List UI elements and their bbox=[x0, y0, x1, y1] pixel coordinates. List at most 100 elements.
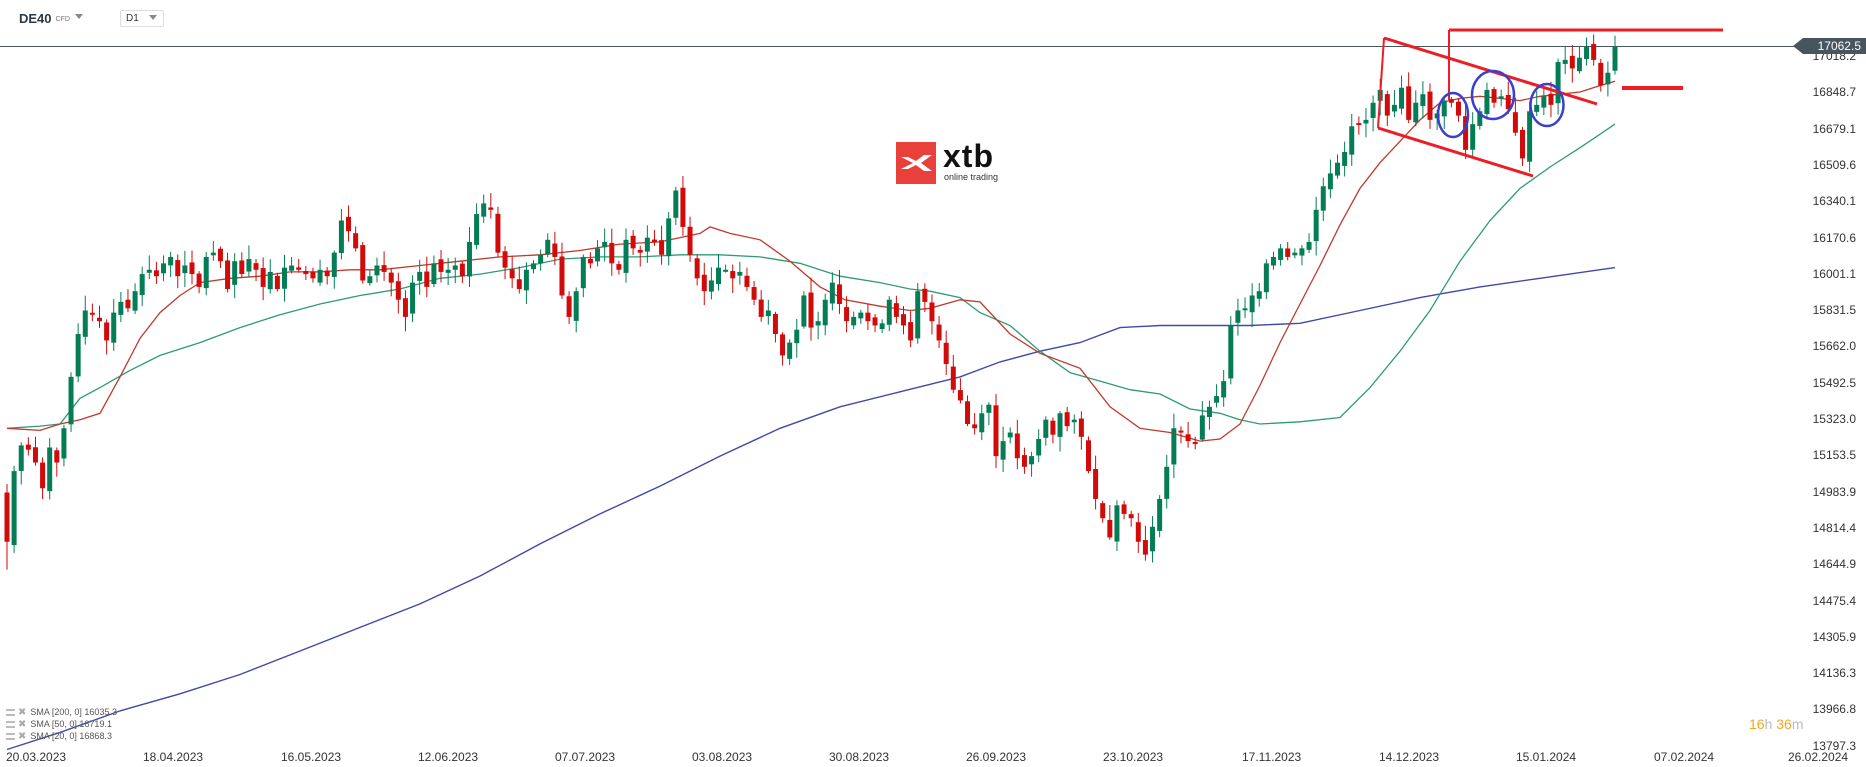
candle-body bbox=[374, 265, 380, 276]
candle-body bbox=[1256, 291, 1262, 299]
legend-item: ✖ SMA [200, 0] 16035.3 bbox=[6, 707, 117, 718]
candle-body bbox=[1612, 46, 1618, 71]
date-tick-label: 23.10.2023 bbox=[1103, 750, 1164, 764]
candle-body bbox=[1534, 104, 1540, 112]
price-tick-label: 16679.1 bbox=[1812, 121, 1856, 136]
candle-body bbox=[40, 462, 46, 489]
candle-body bbox=[47, 447, 53, 492]
candle-body bbox=[673, 190, 679, 218]
candle-body bbox=[516, 279, 522, 290]
candle-body bbox=[246, 259, 252, 272]
candle-body bbox=[239, 260, 245, 275]
candle-body bbox=[1356, 123, 1362, 126]
candle-body bbox=[410, 282, 416, 314]
candle-body bbox=[893, 303, 899, 317]
highlight-ellipse bbox=[1470, 69, 1516, 121]
candle-body bbox=[957, 390, 963, 401]
candle-body bbox=[402, 298, 408, 317]
candle-body bbox=[61, 428, 67, 459]
candle-body bbox=[353, 233, 359, 249]
candle-body bbox=[459, 263, 465, 277]
candle-body bbox=[651, 239, 657, 242]
timeframe-value: D1 bbox=[126, 13, 139, 24]
candle-body bbox=[495, 213, 501, 253]
candle-body bbox=[1021, 455, 1027, 467]
legend-label: SMA [20, 0] 16868.3 bbox=[30, 731, 112, 741]
candle-body bbox=[481, 203, 487, 217]
candle-body bbox=[886, 299, 892, 325]
date-tick-label: 07.07.2023 bbox=[555, 750, 616, 764]
candle-body bbox=[1278, 248, 1284, 260]
candle-body bbox=[1285, 248, 1291, 257]
price-tick-label: 15662.0 bbox=[1812, 339, 1856, 354]
candle-body bbox=[1270, 256, 1276, 266]
candle-body bbox=[1085, 440, 1091, 472]
candle-body bbox=[203, 256, 209, 289]
candle-body bbox=[1192, 442, 1198, 445]
candle-body bbox=[367, 276, 373, 284]
candle-body bbox=[32, 447, 38, 463]
candle-body bbox=[303, 271, 309, 275]
candle-body bbox=[844, 307, 850, 322]
candle-body bbox=[1320, 186, 1326, 211]
settings-icon[interactable] bbox=[6, 733, 15, 740]
candle-body bbox=[1406, 86, 1412, 120]
candle-body bbox=[879, 323, 885, 330]
candle-body bbox=[1548, 93, 1554, 105]
candle-body bbox=[104, 322, 110, 341]
candle-body bbox=[972, 424, 978, 429]
candle-body bbox=[1235, 310, 1241, 323]
settings-icon[interactable] bbox=[6, 709, 15, 716]
highlight-ellipse bbox=[1529, 82, 1565, 128]
candle-body bbox=[1455, 101, 1461, 116]
candle-body bbox=[1541, 96, 1547, 108]
candle-body bbox=[908, 322, 914, 341]
timeframe-select[interactable]: D1 bbox=[120, 10, 164, 27]
legend-label: SMA [50, 0] 16719.1 bbox=[30, 719, 112, 729]
candle-body bbox=[1121, 504, 1127, 514]
candle-body bbox=[1569, 55, 1575, 69]
candle-body bbox=[623, 239, 629, 273]
remove-indicator-icon[interactable]: ✖ bbox=[18, 719, 27, 730]
candle-body bbox=[566, 296, 572, 317]
candle-body bbox=[509, 269, 515, 279]
candle-body bbox=[1470, 124, 1476, 150]
candle-body bbox=[75, 334, 81, 377]
price-tick-label: 14814.4 bbox=[1812, 520, 1856, 535]
price-tick-label: 15153.5 bbox=[1812, 448, 1856, 463]
remove-indicator-icon[interactable]: ✖ bbox=[18, 707, 27, 718]
candle-body bbox=[1178, 430, 1184, 433]
candle-body bbox=[1441, 100, 1447, 117]
candle-body bbox=[310, 271, 316, 279]
candle-body bbox=[573, 291, 579, 321]
symbol-dropdown-chevron-icon[interactable] bbox=[75, 14, 83, 19]
candle-body bbox=[1000, 441, 1006, 460]
candle-body bbox=[1399, 87, 1405, 109]
date-tick-label: 12.06.2023 bbox=[418, 750, 479, 764]
candle-body bbox=[189, 262, 195, 275]
candle-body bbox=[979, 413, 985, 433]
symbol-name: DE40 bbox=[19, 11, 52, 26]
remove-indicator-icon[interactable]: ✖ bbox=[18, 731, 27, 742]
candle-body bbox=[175, 260, 181, 277]
candle-body bbox=[438, 259, 444, 272]
settings-icon[interactable] bbox=[6, 721, 15, 728]
candle-body bbox=[196, 273, 202, 287]
date-tick-label: 03.08.2023 bbox=[692, 750, 753, 764]
candle-body bbox=[872, 317, 878, 326]
candle-body bbox=[1043, 419, 1049, 438]
symbol-type: CFD bbox=[55, 16, 70, 23]
price-tick-label: 14983.9 bbox=[1812, 484, 1856, 499]
channel-lower-trendline bbox=[1377, 126, 1534, 178]
candle-body bbox=[1370, 102, 1376, 118]
candle-body bbox=[801, 295, 807, 327]
candle-body bbox=[1142, 540, 1148, 555]
candle-body bbox=[317, 269, 323, 283]
candle-body bbox=[965, 401, 971, 424]
candle-body bbox=[253, 263, 259, 270]
symbol-selector[interactable]: DE40 CFD bbox=[19, 11, 70, 26]
candle-body bbox=[139, 274, 145, 296]
candle-body bbox=[1171, 428, 1177, 465]
candle-body bbox=[922, 288, 928, 302]
